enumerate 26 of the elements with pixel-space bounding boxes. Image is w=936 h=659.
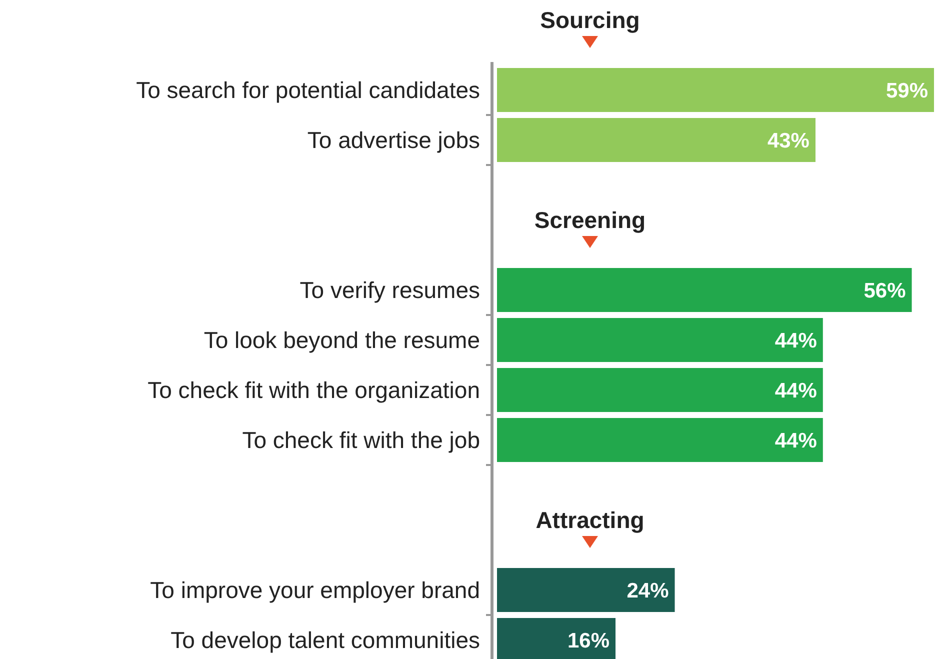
y-tick-label: To improve your employer brand (150, 577, 480, 604)
bar (497, 318, 823, 362)
y-tick-label: To look beyond the resume (204, 327, 480, 354)
y-tick-label: To advertise jobs (307, 127, 480, 154)
y-tick-label: To verify resumes (300, 277, 480, 304)
data-label: 56% (864, 279, 906, 302)
data-label: 44% (774, 379, 818, 402)
y-tick-label: To check fit with the job (242, 427, 480, 454)
annotation: Screening (534, 207, 646, 233)
data-label: 44% (774, 429, 818, 452)
bar (497, 118, 816, 162)
data-label: 43% (767, 129, 810, 152)
bar (497, 268, 912, 312)
bar (497, 368, 823, 412)
bar (497, 418, 823, 462)
y-tick-label: To develop talent communities (170, 627, 480, 654)
annotation: Attracting (536, 507, 644, 533)
data-label: 59% (886, 79, 928, 102)
annotation: Sourcing (540, 7, 640, 33)
bar (497, 68, 934, 112)
data-label: 44% (774, 329, 818, 352)
y-tick-label: To check fit with the organization (148, 377, 480, 404)
data-label: 24% (626, 579, 670, 602)
data-label: 16% (567, 629, 610, 652)
bar (497, 568, 675, 612)
y-tick-label: To search for potential candidates (136, 77, 480, 104)
